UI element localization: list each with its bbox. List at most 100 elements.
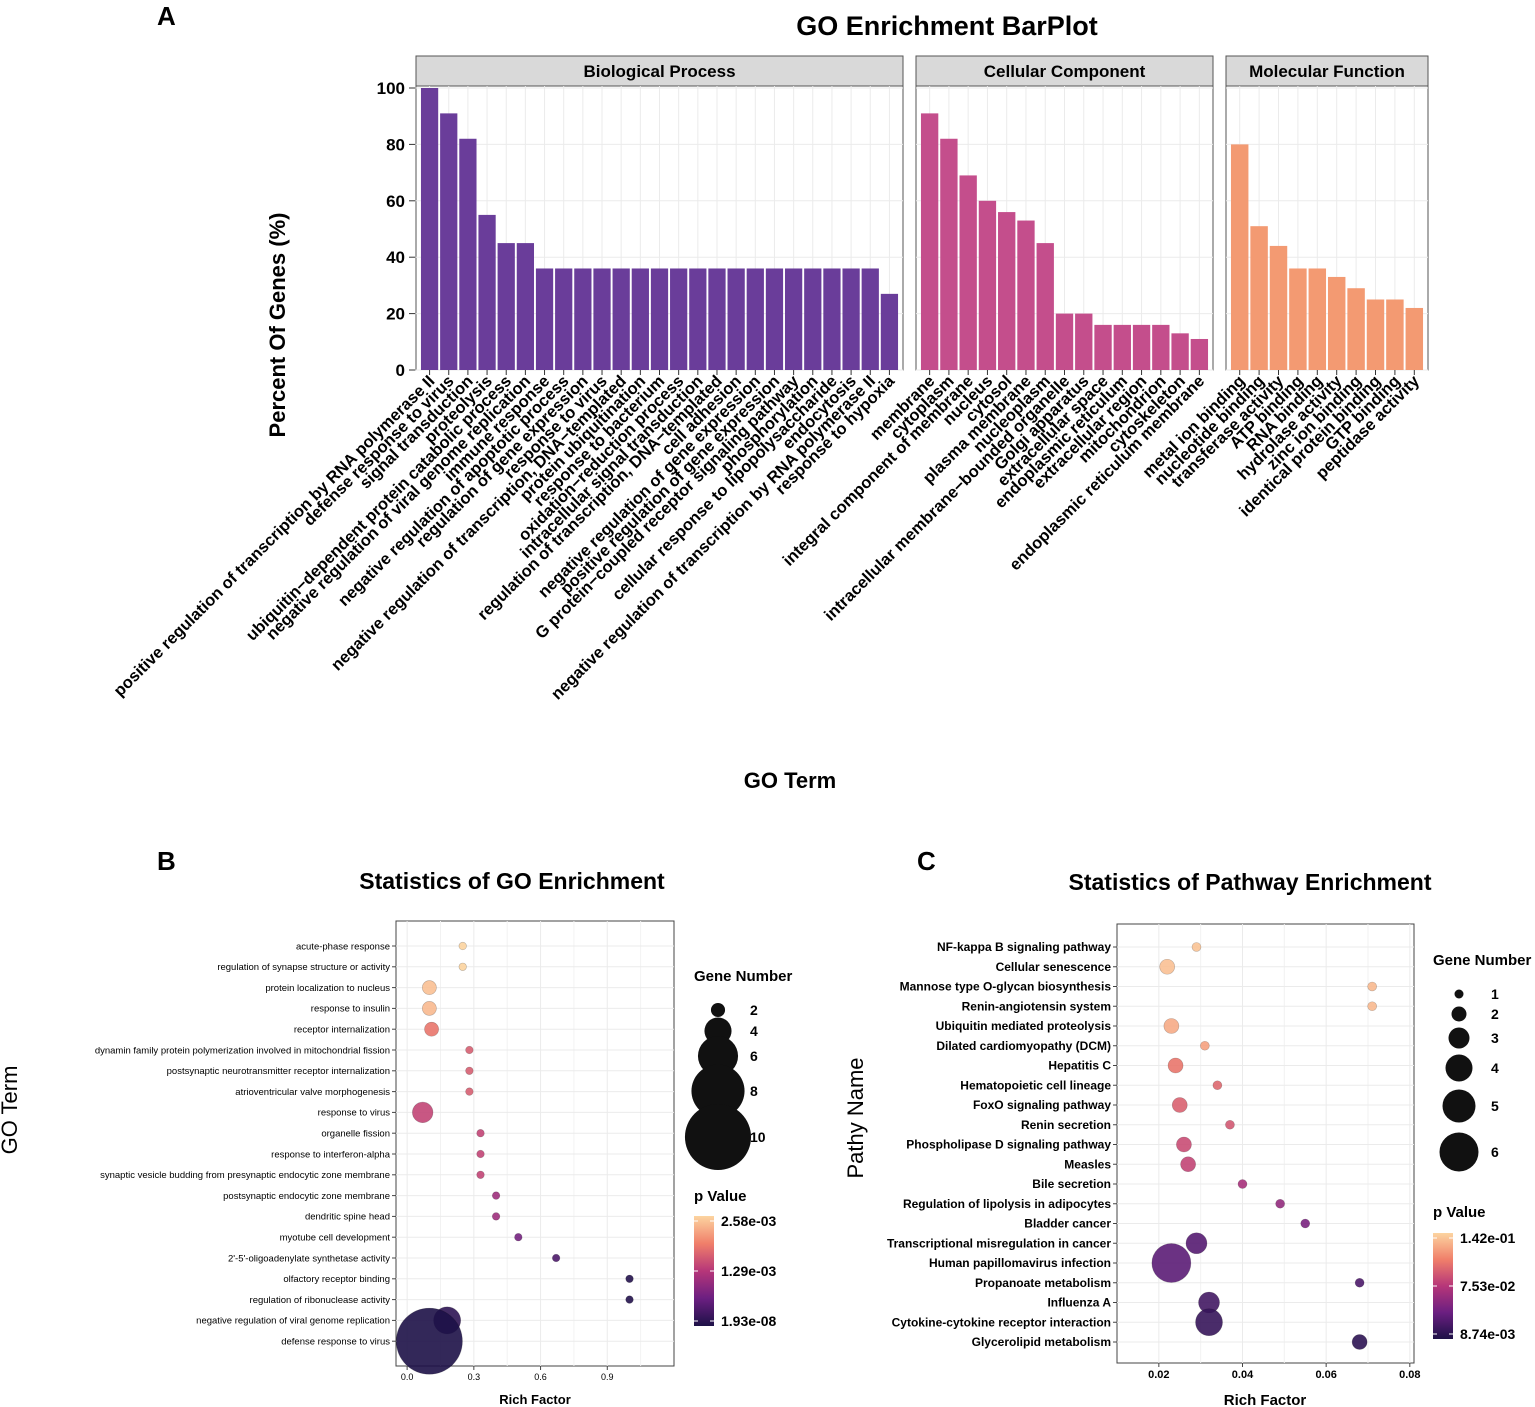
size-legend-circle — [684, 1103, 752, 1171]
y-tick-label: myotube cell development — [280, 1233, 391, 1244]
panel-b-go-bubble-chart: Statistics of GO Enrichment GO Term Rich… — [0, 868, 793, 1407]
size-legend-label: 4 — [750, 1023, 758, 1039]
data-point — [458, 941, 467, 951]
bar — [516, 243, 535, 370]
size-legend-label: 1 — [1491, 986, 1499, 1002]
x-tick-label: 0.0 — [401, 1372, 414, 1382]
y-tick-label: 0 — [396, 361, 405, 380]
x-tick-label: 0.06 — [1315, 1369, 1336, 1381]
size-legend-circle — [1448, 1027, 1470, 1049]
y-tick-label: 2'-5'-oligoadenylate synthetase activity — [228, 1253, 390, 1264]
size-legend-label: 4 — [1491, 1060, 1499, 1076]
go-color-legend: 2.58e-03 1.29e-03 1.93e-08 — [694, 1213, 776, 1329]
y-tick-label: postsynaptic neurotransmitter receptor i… — [167, 1066, 390, 1077]
bar — [1094, 324, 1112, 370]
x-tick-label: 0.04 — [1232, 1369, 1254, 1381]
pathway-legend-size-title: Gene Number — [1433, 952, 1532, 969]
y-tick-label: Measles — [1064, 1157, 1111, 1171]
bar — [823, 268, 841, 370]
data-point — [1300, 1218, 1311, 1229]
y-tick-label: NF-kappa B signaling pathway — [937, 940, 1111, 954]
data-point — [412, 1101, 434, 1123]
data-point — [1195, 1308, 1223, 1337]
y-tick-label: response to interferon-alpha — [271, 1149, 391, 1160]
bar — [420, 88, 439, 370]
bar — [746, 268, 764, 370]
y-tick-label: 60 — [386, 192, 405, 211]
data-point — [465, 1066, 474, 1075]
go-bubble-plot: 0.0 0.3 0.6 0.9 acute-phase response regulati… — [95, 920, 675, 1382]
y-tick-label: Bladder cancer — [1024, 1217, 1111, 1231]
plot-panel — [1116, 923, 1415, 1364]
y-tick-label: defense response to virus — [281, 1337, 390, 1348]
go-size-legend: 2 4 6 8 10 — [684, 1002, 766, 1171]
go-legend-size-title: Gene Number — [694, 968, 793, 985]
data-point — [1200, 1040, 1210, 1051]
y-tick-label: Transcriptional misregulation in cancer — [887, 1236, 1111, 1250]
bar — [689, 268, 707, 370]
bar — [1113, 324, 1131, 370]
y-tick-label: negative regulation of viral genome repl… — [196, 1316, 390, 1327]
y-tick-label: Hematopoietic cell lineage — [960, 1078, 1111, 1092]
data-point — [491, 1191, 501, 1200]
y-tick-label: 20 — [386, 305, 405, 324]
data-point — [476, 1129, 485, 1138]
y-tick-label: Influenza A — [1047, 1296, 1111, 1310]
y-tick-label: Glycerolipid metabolism — [972, 1335, 1111, 1349]
bar — [1230, 144, 1249, 370]
size-legend-label: 6 — [1491, 1144, 1499, 1160]
bar — [440, 113, 458, 370]
data-point — [465, 1087, 474, 1096]
bar — [727, 268, 745, 370]
data-point — [465, 1045, 474, 1055]
data-point — [1354, 1277, 1365, 1288]
y-tick-label: Propanoate metabolism — [975, 1276, 1111, 1290]
y-tick-label: protein localization to nucleus — [265, 983, 390, 994]
data-point — [1180, 1156, 1196, 1173]
bar — [1152, 324, 1170, 370]
bar-chart-x-label: GO Term — [744, 768, 837, 793]
y-tick-label: Cytokine-cytokine receptor interaction — [892, 1315, 1111, 1329]
go-bubble-title: Statistics of GO Enrichment — [359, 868, 665, 894]
panel-label-b: B — [157, 846, 176, 876]
size-legend-label: 8 — [750, 1083, 758, 1099]
bar — [1269, 245, 1288, 370]
y-tick-label: FoxO signaling pathway — [973, 1098, 1111, 1112]
bar — [593, 268, 611, 370]
bar — [804, 268, 822, 370]
facet-strip — [915, 55, 1214, 87]
y-tick-label: dendritic spine head — [305, 1212, 390, 1223]
pathway-legend-color-title: p Value — [1433, 1204, 1486, 1221]
bar — [612, 268, 630, 370]
data-point — [458, 962, 467, 971]
bar — [1386, 299, 1404, 370]
pathway-color-legend: 1.42e-01 7.53e-02 8.74e-03 — [1433, 1230, 1515, 1342]
bar — [1308, 268, 1327, 370]
data-point — [476, 1170, 485, 1179]
bar — [631, 268, 649, 370]
y-tick-label: Human papillomavirus infection — [929, 1256, 1111, 1270]
bar — [940, 138, 958, 370]
color-legend-label: 8.74e-03 — [1460, 1326, 1515, 1342]
y-tick-label: Ubiquitin mediated proteolysis — [936, 1019, 1112, 1033]
bar — [880, 293, 899, 370]
facet-strip — [1225, 55, 1429, 87]
size-legend-circle — [1445, 1054, 1473, 1082]
bar — [920, 113, 939, 370]
y-tick-label: Phospholipase D signaling pathway — [906, 1138, 1111, 1152]
color-legend-label: 1.29e-03 — [721, 1263, 776, 1279]
data-point — [1159, 958, 1175, 975]
data-point — [1351, 1334, 1368, 1350]
y-tick-label: synaptic vesicle budding from presynapti… — [100, 1170, 390, 1181]
panel-c-pathway-bubble-chart: Statistics of Pathway Enrichment Pathy N… — [843, 869, 1532, 1407]
y-tick-label: Cellular senescence — [996, 960, 1112, 974]
color-legend-label: 7.53e-02 — [1460, 1278, 1515, 1294]
bar — [1055, 313, 1074, 370]
pathway-bubble-x-label: Rich Factor — [1224, 1392, 1307, 1407]
y-tick-label: receptor internalization — [294, 1025, 390, 1036]
plot-panel — [395, 920, 675, 1367]
data-point — [396, 1307, 463, 1375]
